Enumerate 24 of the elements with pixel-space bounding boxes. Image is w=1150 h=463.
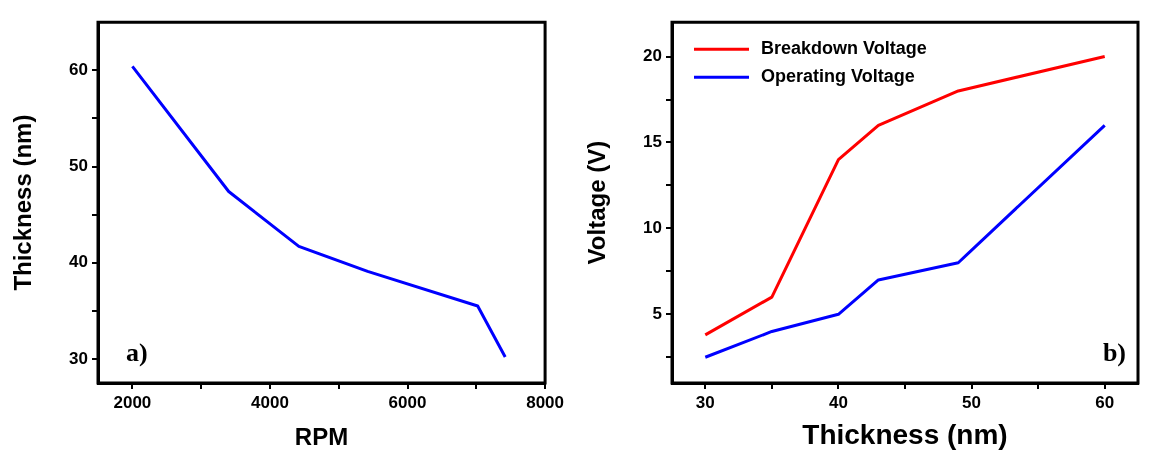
x-tick-label: 4000 [251, 392, 289, 412]
y-tick-label: 60 [69, 59, 88, 79]
y-tick-label: 20 [643, 46, 662, 66]
x-tick-label: 50 [962, 392, 982, 412]
y-tick-label: 10 [643, 218, 662, 238]
y-tick-label: 30 [69, 348, 88, 368]
x-tick-label: 8000 [526, 392, 564, 412]
annotation: a) [126, 338, 148, 367]
y-tick-label: 50 [69, 156, 88, 176]
y-axis-title: Voltage (V) [583, 140, 611, 265]
x-tick-label: 30 [695, 392, 715, 412]
annotation: b) [1102, 338, 1126, 367]
y-tick-label: 5 [652, 303, 662, 323]
x-axis-title: RPM [294, 423, 349, 451]
x-tick-label: 40 [828, 392, 848, 412]
x-tick-label: 2000 [113, 392, 152, 412]
y-tick-label: 40 [69, 252, 88, 272]
x-tick-label: 6000 [388, 392, 427, 412]
legend-label: Breakdown Voltage [761, 38, 927, 59]
x-tick-label: 60 [1095, 392, 1115, 412]
legend-label: Operating Voltage [761, 66, 915, 87]
x-axis-title: Thickness (nm) [802, 418, 1008, 450]
y-tick-label: 15 [643, 132, 662, 152]
y-axis-title: Thickness (nm) [9, 114, 37, 291]
